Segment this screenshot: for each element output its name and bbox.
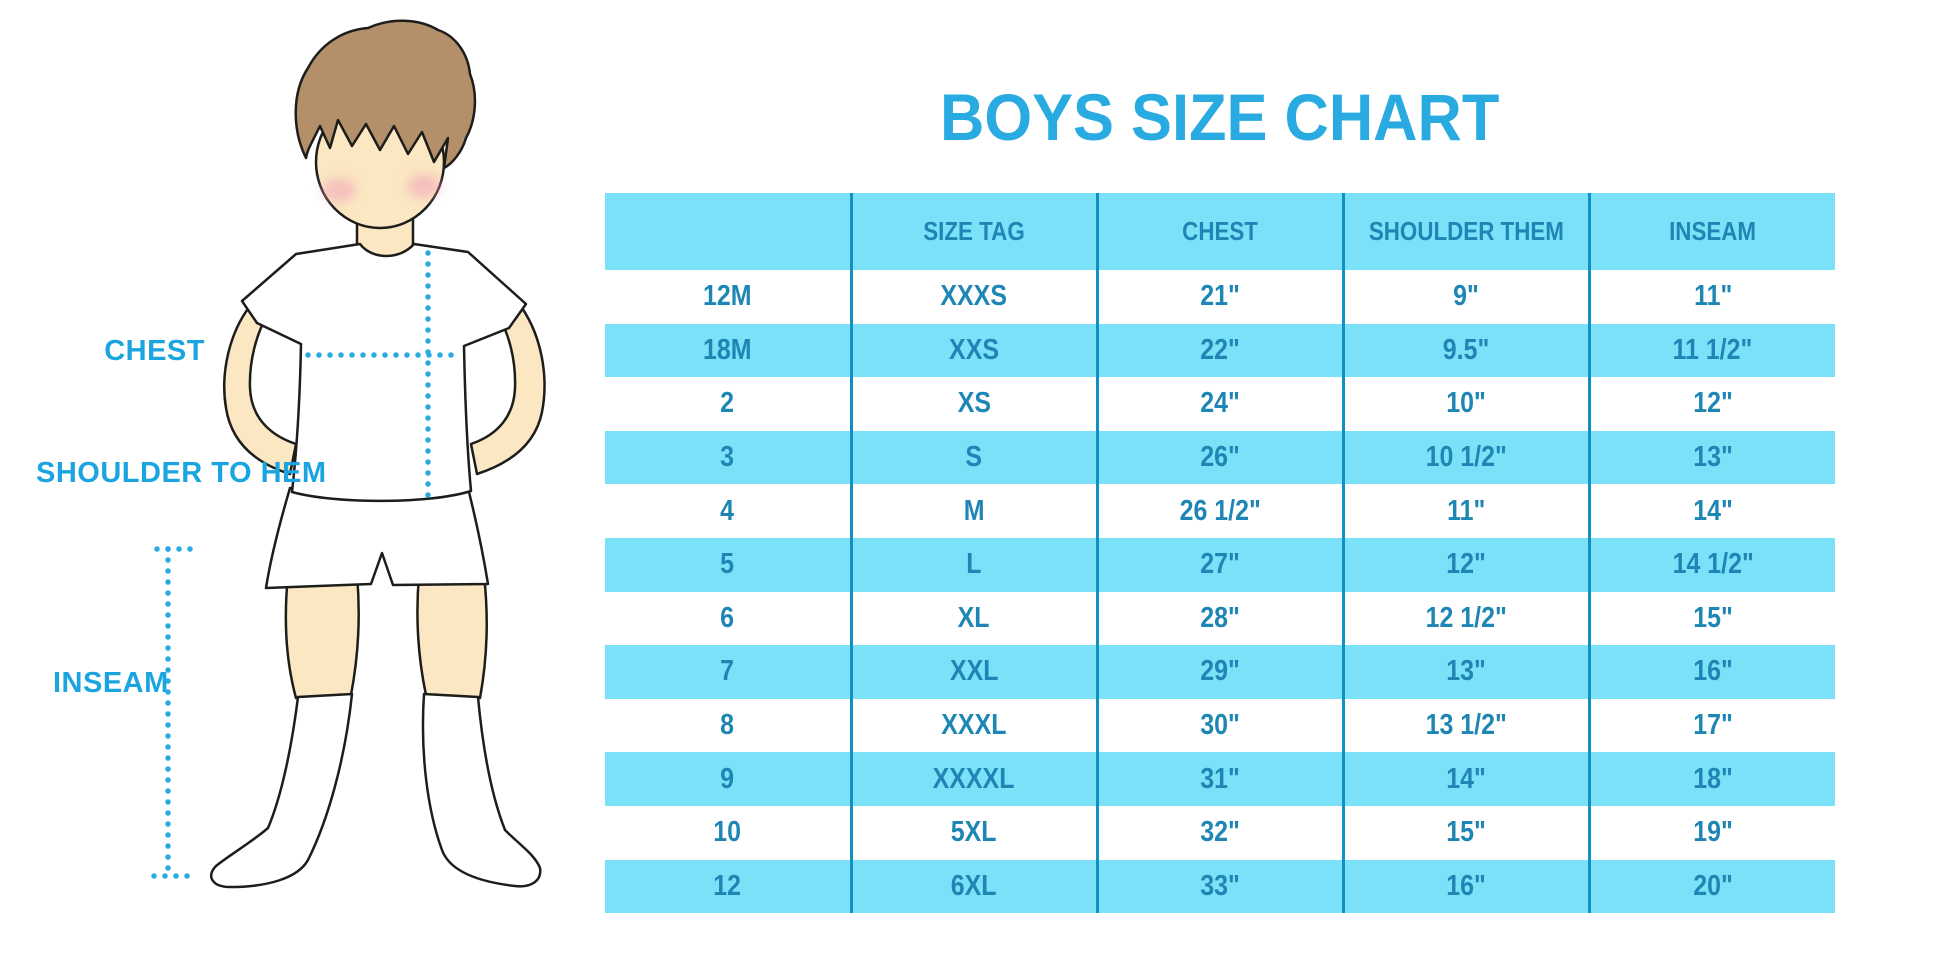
table-cell: 19"	[1587, 805, 1835, 860]
table-cell: 9.5"	[1341, 323, 1589, 378]
shoulder-to-hem-label: SHOULDER TO HEM	[36, 457, 327, 489]
table-cell: 14"	[1341, 752, 1589, 806]
table-cell: 21"	[1095, 270, 1343, 324]
table-cell: 24"	[1095, 377, 1343, 431]
left-blush	[322, 178, 356, 202]
table-cell: 8	[720, 709, 735, 742]
table-row: 5 L 27" 12" 14 1/2"	[605, 537, 1835, 592]
t-shirt	[240, 242, 528, 503]
table-cell: XL	[849, 591, 1097, 646]
table-cell: 30"	[1095, 698, 1343, 753]
table-row: 3 S 26" 10 1/2" 13"	[605, 430, 1835, 485]
table-cell: 15"	[1587, 591, 1835, 646]
table-cell: 33"	[1095, 859, 1343, 914]
table-cell: 32"	[1095, 805, 1343, 860]
page-title-text: BOYS SIZE CHART	[940, 80, 1500, 155]
table-cell: XS	[849, 377, 1097, 431]
table-row: 8 XXXL 30" 13 1/2" 17"	[605, 698, 1835, 753]
table-cell: 17"	[1587, 698, 1835, 753]
table-cell: 28"	[1095, 591, 1343, 646]
right-sock	[421, 692, 542, 888]
table-cell: XXL	[849, 645, 1097, 699]
table-cell: S	[849, 430, 1097, 485]
table-cell: 12M	[702, 280, 752, 313]
table-header: SIZE TAG CHEST SHOULDER THEM INSEAM	[605, 193, 1835, 270]
table-cell: 12"	[1587, 377, 1835, 431]
table-row: 18M XXS 22" 9.5" 11 1/2"	[605, 323, 1835, 378]
table-cell: L	[849, 537, 1097, 592]
shorts	[264, 486, 490, 590]
table-cell: XXS	[849, 323, 1097, 378]
table-cell: 10	[713, 816, 742, 849]
table-cell: 26 1/2"	[1095, 484, 1343, 538]
chest-label: CHEST	[104, 335, 205, 367]
table-cell: 13 1/2"	[1341, 698, 1589, 753]
table-cell: 4	[720, 494, 735, 527]
table-cell: 11"	[1587, 270, 1835, 324]
table-cell: 11 1/2"	[1587, 323, 1835, 378]
table-cell: 2	[720, 387, 735, 420]
table-cell: XXXS	[849, 270, 1097, 324]
left-sock	[210, 692, 354, 889]
table-cell: 6XL	[849, 859, 1097, 914]
table-cell: 14"	[1587, 484, 1835, 538]
size-chart-table: SIZE TAG CHEST SHOULDER THEM INSEAM 12M …	[605, 193, 1835, 914]
hair	[294, 19, 477, 170]
right-arm	[469, 306, 546, 476]
column-header-shoulder: SHOULDER THEM	[1341, 193, 1589, 270]
table-cell: 22"	[1095, 323, 1343, 378]
table-row: 9 XXXXL 31" 14" 18"	[605, 752, 1835, 806]
column-header-size	[605, 193, 851, 270]
table-cell: 18"	[1587, 752, 1835, 806]
table-cell: 16"	[1587, 645, 1835, 699]
boy-illustration	[151, 19, 546, 889]
table-row: 7 XXL 29" 13" 16"	[605, 645, 1835, 699]
column-header-inseam: INSEAM	[1587, 193, 1835, 270]
table-cell: 20"	[1587, 859, 1835, 914]
table-cell: 18M	[702, 333, 752, 366]
table-row: 12M XXXS 21" 9" 11"	[605, 270, 1835, 324]
table-row: 12 6XL 33" 16" 20"	[605, 859, 1835, 914]
table-cell: 12	[713, 869, 742, 902]
column-header-chest: CHEST	[1095, 193, 1343, 270]
right-leg	[416, 573, 488, 700]
table-cell: 9	[720, 762, 735, 795]
table-cell: 27"	[1095, 537, 1343, 592]
table-cell: 11"	[1341, 484, 1589, 538]
left-arm	[223, 304, 298, 476]
table-cell: XXXXL	[849, 752, 1097, 806]
table-cell: 7	[720, 655, 735, 688]
table-cell: 12 1/2"	[1341, 591, 1589, 646]
table-row: 4 M 26 1/2" 11" 14"	[605, 484, 1835, 538]
left-leg	[284, 573, 361, 700]
table-cell: 29"	[1095, 645, 1343, 699]
inseam-label: INSEAM	[53, 667, 169, 699]
table-cell: 13"	[1341, 645, 1589, 699]
table-row: 6 XL 28" 12 1/2" 15"	[605, 591, 1835, 646]
table-cell: 16"	[1341, 859, 1589, 914]
table-cell: XXXL	[849, 698, 1097, 753]
table-cell: 9"	[1341, 270, 1589, 324]
table-cell: 3	[720, 441, 735, 474]
table-cell: 10"	[1341, 377, 1589, 431]
table-cell: M	[849, 484, 1097, 538]
table-cell: 5XL	[849, 805, 1097, 860]
table-cell: 26"	[1095, 430, 1343, 485]
right-blush	[407, 174, 441, 198]
table-cell: 15"	[1341, 805, 1589, 860]
table-cell: 12"	[1341, 537, 1589, 592]
column-header-size-tag: SIZE TAG	[849, 193, 1097, 270]
table-cell: 13"	[1587, 430, 1835, 485]
header-row: SIZE TAG CHEST SHOULDER THEM INSEAM	[605, 193, 1835, 270]
table-cell: 6	[720, 601, 735, 634]
table-cell: 10 1/2"	[1341, 430, 1589, 485]
table-cell: 14 1/2"	[1587, 537, 1835, 592]
table-cell: 31"	[1095, 752, 1343, 806]
table-body: 12M XXXS 21" 9" 11" 18M XXS 22" 9.5" 11 …	[605, 270, 1835, 914]
page-title: BOYS SIZE CHART	[605, 84, 1835, 150]
table-row: 10 5XL 32" 15" 19"	[605, 805, 1835, 860]
table-row: 2 XS 24" 10" 12"	[605, 377, 1835, 431]
table-cell: 5	[720, 548, 735, 581]
